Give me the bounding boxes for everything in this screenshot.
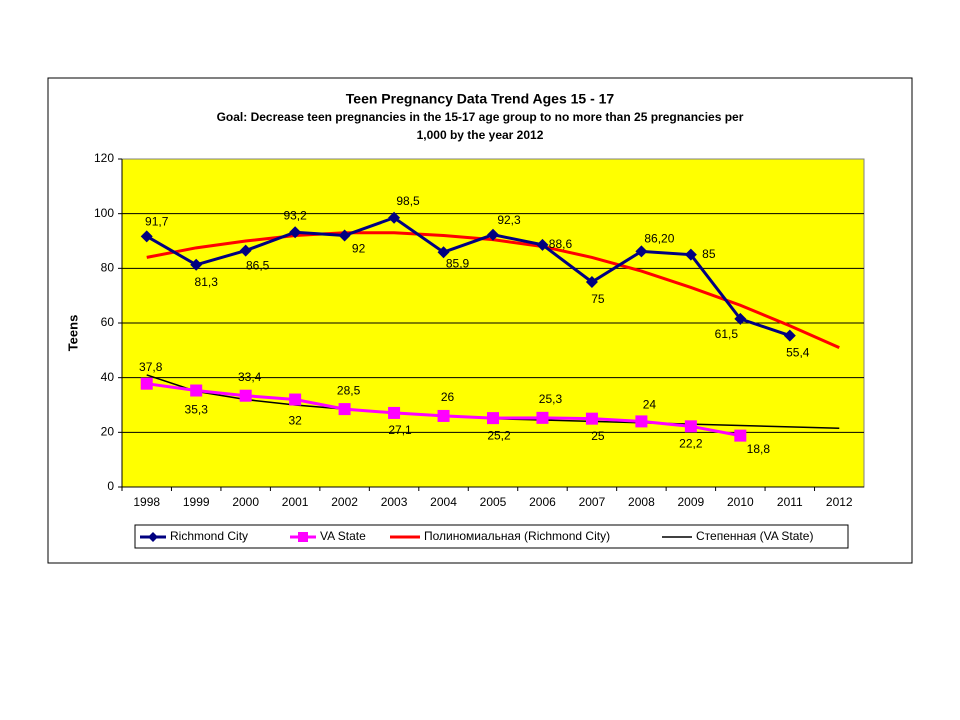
marker bbox=[783, 329, 796, 342]
marker bbox=[239, 244, 252, 257]
data-label: 55,4 bbox=[786, 346, 810, 360]
data-label: 35,3 bbox=[185, 403, 209, 417]
data-label: 22,2 bbox=[679, 436, 703, 450]
marker bbox=[734, 429, 747, 442]
marker bbox=[635, 415, 648, 428]
x-tick-label: 2012 bbox=[826, 495, 853, 509]
marker bbox=[437, 246, 450, 259]
marker bbox=[140, 230, 153, 243]
x-tick-label: 2004 bbox=[430, 495, 457, 509]
marker bbox=[388, 211, 401, 224]
data-label: 25 bbox=[591, 429, 605, 443]
marker bbox=[585, 412, 598, 425]
x-tick-label: 2000 bbox=[232, 495, 259, 509]
x-tick-label: 2003 bbox=[381, 495, 408, 509]
legend bbox=[134, 524, 849, 549]
x-tick-label: 2008 bbox=[628, 495, 655, 509]
x-tick-label: 2010 bbox=[727, 495, 754, 509]
data-label: 81,3 bbox=[195, 275, 219, 289]
marker bbox=[635, 245, 648, 258]
series-line bbox=[145, 216, 791, 337]
y-axis-label: Teens bbox=[65, 315, 80, 352]
data-label: 25,3 bbox=[539, 392, 563, 406]
marker bbox=[140, 377, 153, 390]
y-tick-label: 100 bbox=[94, 206, 114, 220]
x-tick-label: 2007 bbox=[579, 495, 606, 509]
marker bbox=[487, 228, 499, 241]
legend-label: Полиномиальная (Richmond City) bbox=[424, 529, 610, 543]
marker bbox=[338, 229, 351, 242]
data-label: 86,5 bbox=[246, 259, 270, 273]
data-label: 85 bbox=[702, 247, 716, 261]
marker bbox=[388, 406, 401, 419]
marker bbox=[190, 258, 203, 271]
x-tick-label: 2006 bbox=[529, 495, 556, 509]
y-tick-label: 80 bbox=[101, 261, 115, 275]
data-label: 18,8 bbox=[747, 442, 771, 456]
data-label: 33,4 bbox=[238, 370, 262, 384]
chart-subtitle: 1,000 by the year 2012 bbox=[417, 128, 544, 142]
data-label: 37,8 bbox=[139, 360, 163, 374]
x-tick-label: 1999 bbox=[183, 495, 210, 509]
marker bbox=[536, 411, 549, 424]
y-tick-label: 20 bbox=[101, 425, 115, 439]
marker bbox=[289, 393, 302, 406]
x-tick-label: 2002 bbox=[331, 495, 358, 509]
x-tick-label: 2001 bbox=[282, 495, 309, 509]
y-tick-label: 60 bbox=[101, 315, 115, 329]
marker bbox=[190, 384, 203, 397]
data-label: 28,5 bbox=[337, 383, 361, 397]
data-label: 92 bbox=[352, 242, 366, 256]
y-tick-label: 0 bbox=[107, 479, 114, 493]
y-tick-label: 40 bbox=[101, 370, 115, 384]
data-label: 88,6 bbox=[549, 237, 573, 251]
marker bbox=[684, 420, 697, 433]
x-tick-label: 1998 bbox=[133, 495, 160, 509]
marker bbox=[585, 276, 598, 288]
marker bbox=[734, 312, 747, 325]
data-label: 85,9 bbox=[446, 256, 470, 270]
data-label: 27,1 bbox=[388, 423, 412, 437]
data-label: 32 bbox=[288, 414, 302, 428]
legend-marker bbox=[148, 532, 158, 542]
legend-marker bbox=[298, 532, 308, 542]
legend-label: Richmond City bbox=[170, 529, 248, 543]
data-label: 24 bbox=[643, 398, 657, 412]
marker bbox=[684, 248, 697, 261]
marker bbox=[536, 238, 549, 251]
marker bbox=[338, 403, 351, 416]
x-tick-label: 2009 bbox=[678, 495, 705, 509]
chart-subtitle: Goal: Decrease teen pregnancies in the 1… bbox=[217, 110, 744, 124]
y-tick-label: 120 bbox=[94, 151, 114, 165]
chart-title: Teen Pregnancy Data Trend Ages 15 - 17 bbox=[346, 91, 615, 107]
data-label: 26 bbox=[441, 390, 455, 404]
marker bbox=[487, 412, 499, 425]
data-label: 75 bbox=[591, 292, 605, 306]
legend-label: Степенная (VA State) bbox=[696, 529, 813, 543]
data-label: 98,5 bbox=[396, 194, 420, 208]
data-label: 92,3 bbox=[497, 213, 521, 227]
x-tick-label: 2011 bbox=[777, 495, 803, 509]
data-label: 86,20 bbox=[644, 232, 674, 246]
data-label: 61,5 bbox=[715, 327, 739, 341]
marker bbox=[289, 226, 302, 239]
x-tick-label: 2005 bbox=[480, 495, 507, 509]
data-label: 25,2 bbox=[487, 428, 511, 442]
legend-label: VA State bbox=[320, 529, 366, 543]
data-label: 91,7 bbox=[145, 215, 169, 229]
data-label: 93,2 bbox=[283, 208, 307, 222]
marker bbox=[437, 409, 450, 422]
marker bbox=[239, 389, 252, 402]
